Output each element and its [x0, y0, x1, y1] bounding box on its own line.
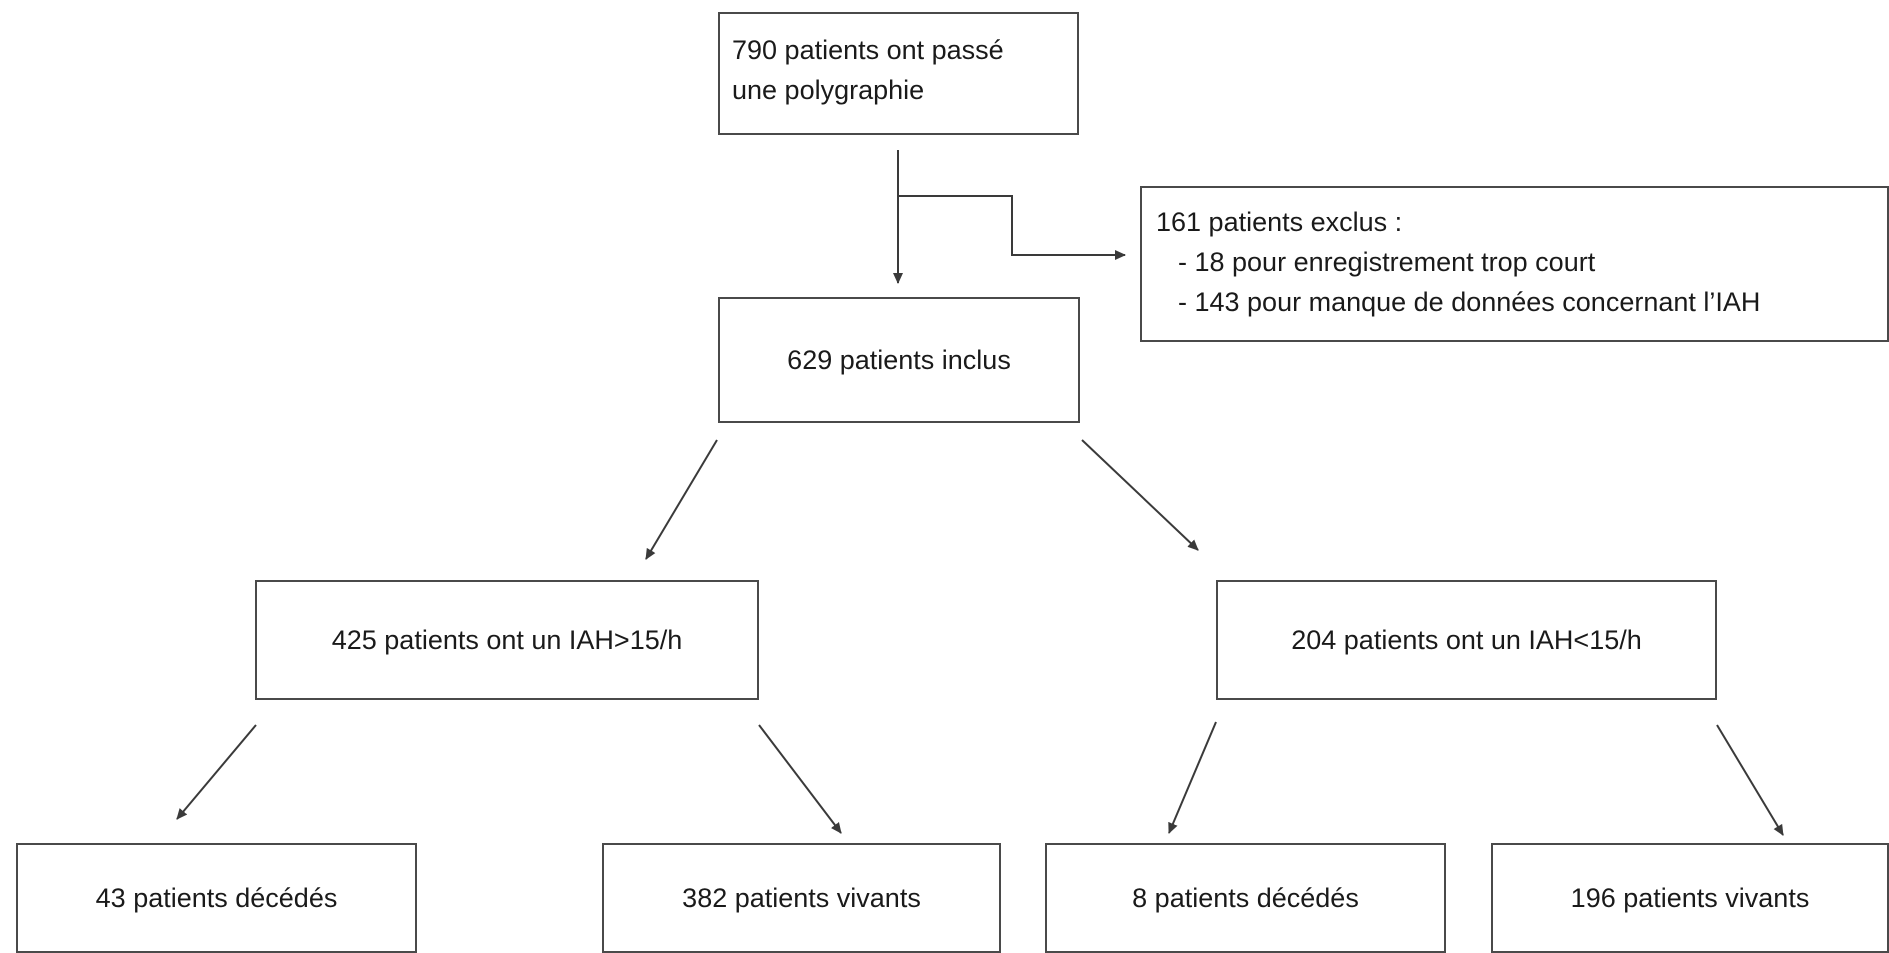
node-iah-low: 204 patients ont un IAH<15/h	[1216, 580, 1717, 700]
arrow-iah-high-to-deceased	[176, 724, 257, 820]
node-excluded-line2: - 18 pour enregistrement trop court	[1178, 247, 1596, 277]
arrow-iah-low-to-alive	[1716, 724, 1784, 836]
node-low-deceased-label: 8 patients décédés	[1132, 883, 1359, 913]
node-root-line1: 790 patients ont passé	[732, 35, 1004, 65]
node-iah-high-label: 425 patients ont un IAH>15/h	[331, 625, 683, 655]
node-excluded-line1: 161 patients exclus :	[1156, 207, 1403, 237]
connectors	[176, 150, 1784, 836]
arrow-included-to-iah-low	[1081, 439, 1199, 551]
node-low-alive-label: 196 patients vivants	[1570, 883, 1810, 913]
node-high-deceased: 43 patients décédés	[16, 843, 417, 953]
node-included: 629 patients inclus	[718, 297, 1080, 423]
node-high-deceased-label: 43 patients décédés	[95, 883, 338, 913]
node-excluded-line3: - 143 pour manque de données concernant …	[1178, 287, 1761, 317]
node-high-alive-label: 382 patients vivants	[682, 883, 921, 913]
arrow-root-to-excluded	[898, 195, 1126, 260]
node-root: 790 patients ont passé une polygraphie	[718, 12, 1079, 135]
node-low-deceased: 8 patients décédés	[1045, 843, 1446, 953]
node-excluded: 161 patients exclus : - 18 pour enregist…	[1140, 186, 1889, 342]
node-low-alive: 196 patients vivants	[1491, 843, 1889, 953]
arrow-iah-high-to-alive	[758, 724, 842, 834]
node-high-alive: 382 patients vivants	[602, 843, 1001, 953]
node-iah-high: 425 patients ont un IAH>15/h	[255, 580, 759, 700]
node-root-line2: une polygraphie	[732, 75, 925, 105]
node-included-label: 629 patients inclus	[787, 345, 1011, 375]
arrow-iah-low-to-deceased	[1168, 721, 1217, 834]
arrow-included-to-iah-high	[645, 439, 718, 560]
node-iah-low-label: 204 patients ont un IAH<15/h	[1291, 625, 1642, 655]
